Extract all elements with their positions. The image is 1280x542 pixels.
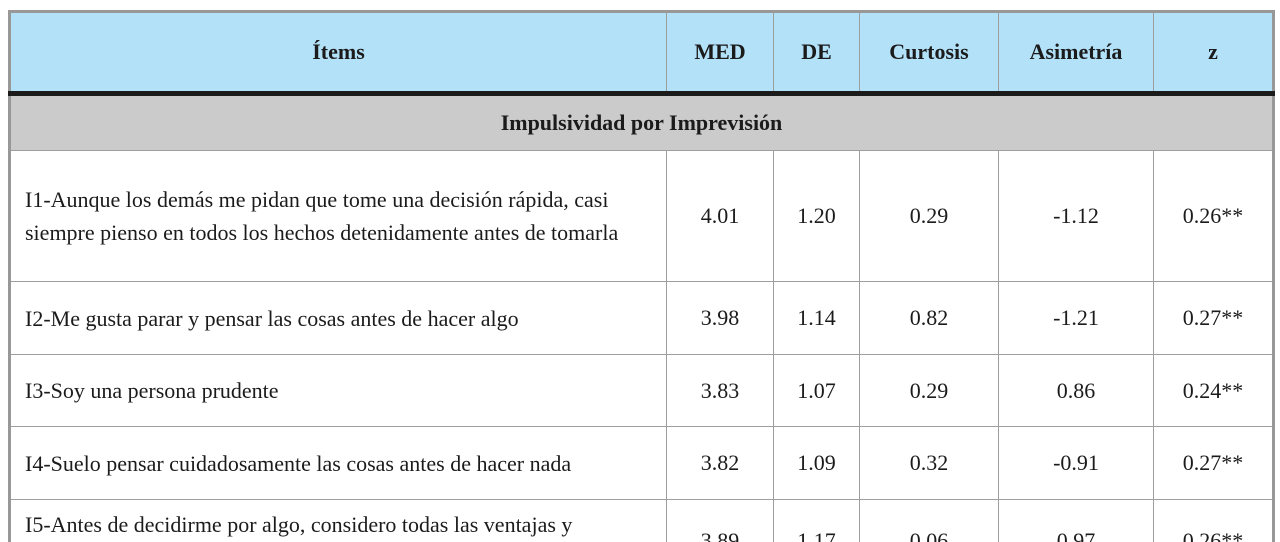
item-cell: I2-Me gusta parar y pensar las cosas ant… [9, 281, 667, 355]
table-row: I4-Suelo pensar cuidadosamente las cosas… [9, 426, 1274, 500]
col-header-asimetria: Asimetría [998, 11, 1154, 96]
item-cell: I5-Antes de decidirme por algo, consider… [9, 499, 667, 542]
curtosis-cell: 0.06 [859, 499, 999, 542]
med-cell: 3.83 [666, 354, 774, 427]
col-header-items: Ítems [9, 11, 667, 96]
item-cell: I1-Aunque los demás me pidan que tome un… [9, 150, 667, 282]
z-cell: 0.26** [1153, 150, 1274, 282]
med-cell: 3.98 [666, 281, 774, 355]
asimetria-cell: -0.91 [998, 426, 1154, 500]
col-header-med: MED [666, 11, 774, 96]
med-cell: 4.01 [666, 150, 774, 282]
item-cell: I4-Suelo pensar cuidadosamente las cosas… [9, 426, 667, 500]
table-row: I2-Me gusta parar y pensar las cosas ant… [9, 281, 1274, 355]
de-cell: 1.09 [773, 426, 860, 500]
z-cell: 0.27** [1153, 426, 1274, 500]
med-cell: 3.82 [666, 426, 774, 500]
descriptive-statistics-table: Ítems MED DE Curtosis Asimetría z Impuls… [8, 10, 1275, 542]
asimetria-cell: -1.21 [998, 281, 1154, 355]
de-cell: 1.20 [773, 150, 860, 282]
table-row: I5-Antes de decidirme por algo, consider… [9, 499, 1274, 542]
section-title: Impulsividad por Imprevisión [9, 93, 1274, 151]
z-cell: 0.27** [1153, 281, 1274, 355]
table-row: I1-Aunque los demás me pidan que tome un… [9, 150, 1274, 282]
header-row: Ítems MED DE Curtosis Asimetría z [9, 11, 1274, 96]
item-cell: I3-Soy una persona prudente [9, 354, 667, 427]
asimetria-cell: 0.97 [998, 499, 1154, 542]
asimetria-cell: 0.86 [998, 354, 1154, 427]
curtosis-cell: 0.29 [859, 150, 999, 282]
asimetria-cell: -1.12 [998, 150, 1154, 282]
z-cell: 0.26** [1153, 499, 1274, 542]
curtosis-cell: 0.29 [859, 354, 999, 427]
de-cell: 1.07 [773, 354, 860, 427]
col-header-z: z [1153, 11, 1274, 96]
col-header-de: DE [773, 11, 860, 96]
table-row: I3-Soy una persona prudente 3.83 1.07 0.… [9, 354, 1274, 427]
curtosis-cell: 0.32 [859, 426, 999, 500]
col-header-curtosis: Curtosis [859, 11, 999, 96]
curtosis-cell: 0.82 [859, 281, 999, 355]
de-cell: 1.14 [773, 281, 860, 355]
med-cell: 3.89 [666, 499, 774, 542]
z-cell: 0.24** [1153, 354, 1274, 427]
de-cell: 1.17 [773, 499, 860, 542]
section-row: Impulsividad por Imprevisión [9, 93, 1274, 151]
